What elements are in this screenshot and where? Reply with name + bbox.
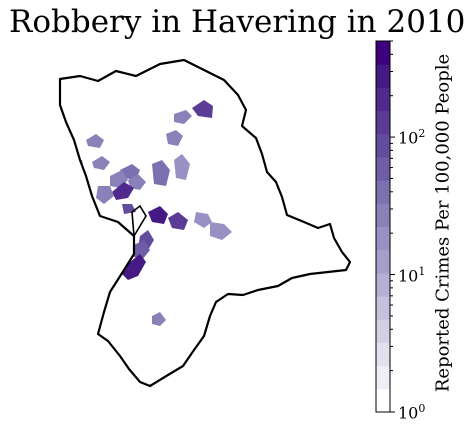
area-15 (210, 222, 232, 240)
colorbar-tick-label: 101 (398, 264, 426, 285)
colorbar-frame (375, 40, 391, 413)
colorbar-band (376, 249, 390, 274)
area-2 (174, 110, 192, 124)
colorbar-band (376, 296, 390, 320)
colorbar-bands (376, 41, 390, 413)
colorbar-band (376, 180, 390, 204)
colorbar-band (376, 64, 390, 88)
colorbar-ticks (390, 40, 395, 413)
colorbar-band (376, 342, 390, 367)
area-14 (194, 212, 212, 228)
area-21 (122, 254, 146, 280)
colorbar-band (376, 388, 390, 413)
area-4 (166, 130, 183, 146)
colorbar-band (376, 41, 390, 65)
area-11 (112, 182, 134, 200)
area-5 (92, 156, 110, 170)
colorbar-band (376, 272, 390, 297)
area-3 (86, 134, 104, 148)
area-9 (174, 154, 190, 180)
area-12 (96, 186, 114, 204)
area-17 (168, 212, 188, 230)
district-fill (72, 100, 232, 326)
area-1 (192, 100, 213, 118)
colorbar-band (376, 133, 390, 158)
area-19 (132, 240, 150, 260)
colorbar (375, 40, 395, 413)
area-8 (152, 160, 170, 186)
colorbar-tick-label: 100 (398, 402, 426, 423)
colorbar-band (376, 203, 390, 227)
colorbar-band (376, 365, 390, 390)
map-title: Robbery in Havering in 2010 (9, 4, 466, 40)
colorbar-band (376, 110, 390, 135)
area-16 (148, 206, 168, 224)
area-13 (122, 204, 136, 214)
borough-outline (58, 58, 352, 388)
colorbar-band (376, 156, 390, 181)
colorbar-tick-label: 102 (398, 127, 426, 148)
colorbar-band (376, 87, 390, 112)
colorbar-band (376, 319, 390, 343)
area-7 (128, 174, 146, 190)
colorbar-band (376, 226, 390, 251)
area-20 (152, 312, 166, 326)
district-boundary (131, 204, 147, 237)
colorbar-label: Reported Crimes Per 100,000 People (432, 53, 454, 393)
